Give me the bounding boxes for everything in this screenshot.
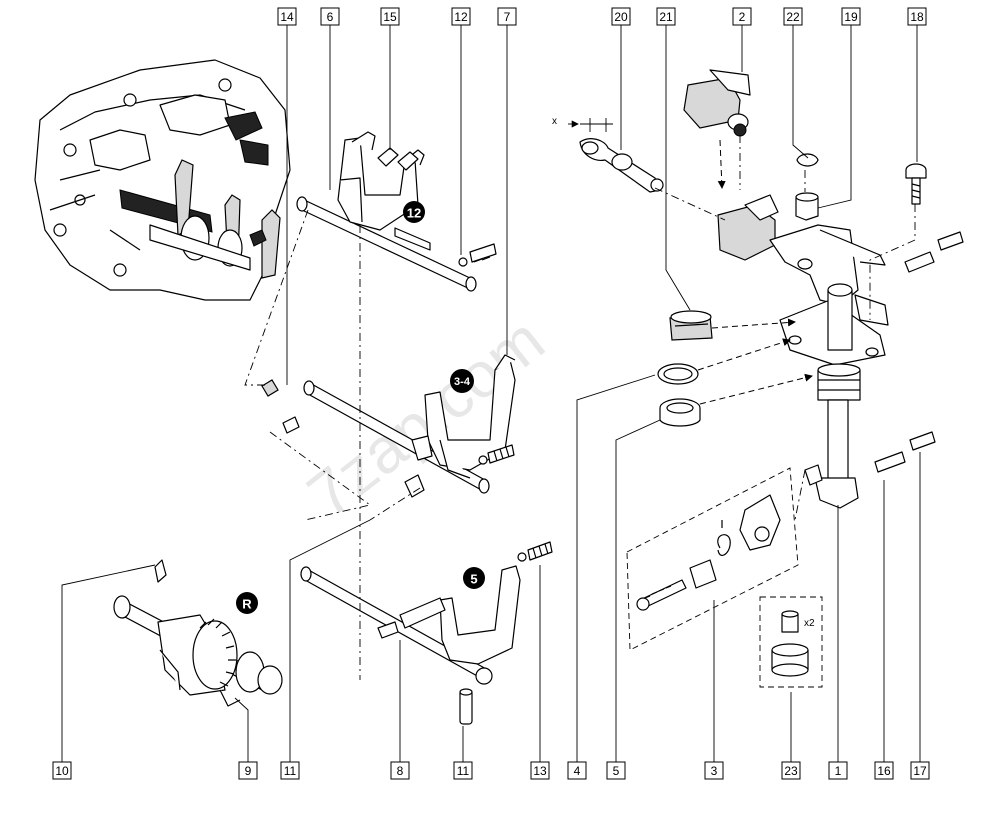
callout-9: 9	[238, 761, 258, 780]
callout-11-right: 11	[453, 761, 473, 780]
callout-22: 22	[783, 7, 803, 26]
o-ring	[657, 363, 699, 385]
dowel-pins-lower	[874, 431, 936, 473]
callout-18-label: 18	[910, 10, 924, 24]
quantity-label: x2	[804, 618, 815, 629]
leader-lines	[61, 25, 921, 762]
control-rod: x	[552, 116, 664, 193]
clearance-label: x	[552, 116, 557, 127]
callout-11-right-label: 11	[457, 764, 470, 778]
callout-19: 19	[841, 7, 861, 26]
callout-13-label: 13	[533, 764, 547, 778]
callout-8-label: 8	[397, 764, 404, 778]
callout-19-label: 19	[844, 10, 858, 24]
callout-11-left: 11	[280, 761, 300, 780]
callout-14: 14	[277, 7, 297, 26]
callout-11-left-label: 11	[284, 764, 297, 778]
fork-pads	[377, 147, 419, 171]
bushing	[795, 192, 819, 221]
callout-2: 2	[732, 7, 752, 26]
detent-spring-34	[478, 444, 515, 465]
callout-15-label: 15	[383, 10, 397, 24]
callout-9-label: 9	[245, 764, 252, 778]
callout-23: 23	[781, 761, 801, 780]
callout-4-label: 4	[574, 764, 581, 778]
callout-2-label: 2	[739, 10, 746, 24]
bush-kit-23: x2	[759, 596, 823, 688]
callout-17: 17	[910, 761, 930, 780]
gear-1-2-label: 12	[407, 206, 421, 221]
callout-7: 7	[497, 7, 517, 26]
reverse-label: R	[242, 597, 252, 612]
callout-23-label: 23	[784, 764, 798, 778]
callout-22-label: 22	[786, 10, 800, 24]
callout-14-label: 14	[280, 10, 294, 24]
callout-10: 10	[52, 761, 72, 780]
callout-20-label: 20	[614, 10, 628, 24]
callout-18: 18	[907, 7, 927, 26]
interlock-pins	[261, 379, 425, 498]
repair-kit-3	[626, 467, 799, 651]
callout-17-label: 17	[913, 764, 927, 778]
circlip	[796, 153, 819, 167]
callout-8: 8	[390, 761, 410, 780]
assembly-lines	[244, 135, 916, 680]
callout-4: 4	[567, 761, 587, 780]
fork-3-4-assembly	[303, 354, 516, 494]
selector-lever	[717, 194, 889, 509]
reverse-badge: R	[236, 592, 258, 614]
bolt	[905, 163, 927, 205]
callout-7-label: 7	[504, 10, 511, 24]
callout-10-label: 10	[55, 764, 69, 778]
callout-1: 1	[828, 761, 848, 780]
detent-spring-12	[458, 243, 497, 267]
callout-16: 16	[874, 761, 894, 780]
callout-1-label: 1	[835, 764, 842, 778]
detent-spring-5	[517, 541, 553, 562]
roll-pin	[459, 688, 473, 725]
callout-6-label: 6	[327, 10, 334, 24]
rubber-bush	[669, 310, 713, 341]
callout-5: 5	[606, 761, 626, 780]
dowel-pins-upper	[904, 231, 964, 273]
gear-3-4-label: 3-4	[454, 376, 471, 388]
callout-13: 13	[530, 761, 550, 780]
lip-seal	[659, 398, 701, 427]
fork-1-2-assembly	[296, 131, 477, 292]
callout-21-label: 21	[659, 10, 673, 24]
gearbox-housing	[34, 59, 291, 301]
callout-12-label: 12	[454, 10, 468, 24]
callout-6: 6	[320, 7, 340, 26]
callout-3: 3	[704, 761, 724, 780]
watermark: 7zap.com	[294, 303, 557, 531]
callout-20: 20	[611, 7, 631, 26]
gear-1-2-badge: 12	[403, 201, 425, 223]
callout-21: 21	[656, 7, 676, 26]
reverse-shaft-assembly	[113, 559, 283, 707]
gear-5-label: 5	[470, 572, 477, 587]
ball-joint-top	[683, 69, 751, 137]
callout-3-label: 3	[711, 764, 718, 778]
callout-15: 15	[380, 7, 400, 26]
callout-5-label: 5	[613, 764, 620, 778]
callout-12: 12	[451, 7, 471, 26]
gear-3-4-badge: 3-4	[450, 369, 474, 393]
callout-16-label: 16	[877, 764, 891, 778]
gear-5-badge: 5	[463, 567, 485, 589]
fork-5-assembly	[300, 565, 521, 685]
